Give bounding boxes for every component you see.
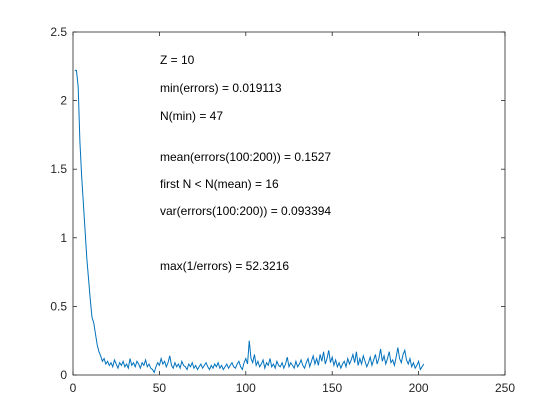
y-tick-label: 2.5 bbox=[50, 25, 67, 39]
x-tick-label: 150 bbox=[322, 381, 342, 395]
x-tick-label: 250 bbox=[495, 381, 515, 395]
x-tick-label: 100 bbox=[236, 381, 256, 395]
annotation: Z = 10 bbox=[160, 53, 195, 67]
y-tick-label: 2 bbox=[60, 94, 67, 108]
y-tick-label: 0.5 bbox=[50, 299, 67, 313]
data-line bbox=[74, 69, 425, 374]
annotation: max(1/errors) = 52.3216 bbox=[160, 259, 289, 273]
y-tick-label: 0 bbox=[60, 368, 67, 382]
x-tick-label: 200 bbox=[409, 381, 429, 395]
x-tick-label: 50 bbox=[153, 381, 167, 395]
x-tick-label: 0 bbox=[70, 381, 77, 395]
annotation: mean(errors(100:200)) = 0.1527 bbox=[160, 150, 331, 164]
annotation: var(errors(100:200)) = 0.093394 bbox=[160, 204, 331, 218]
annotation: N(min) = 47 bbox=[160, 109, 223, 123]
annotation: first N < N(mean) = 16 bbox=[160, 177, 279, 191]
y-tick-label: 1 bbox=[60, 231, 67, 245]
plot-area bbox=[72, 31, 506, 376]
annotation: min(errors) = 0.019113 bbox=[160, 81, 282, 95]
y-tick-label: 1.5 bbox=[50, 162, 67, 176]
